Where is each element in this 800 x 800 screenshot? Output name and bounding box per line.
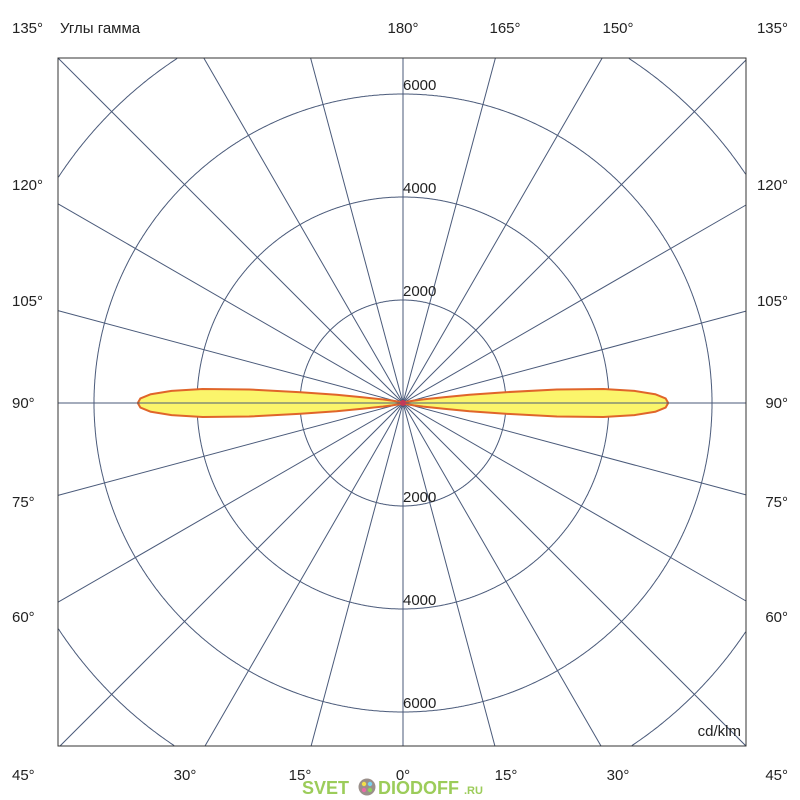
plot-frame (57, 57, 747, 747)
watermark-text-1: SVET (302, 778, 349, 798)
ring-label-bottom-2000: 2000 (403, 489, 436, 506)
watermark-text-2: DIODOFF (378, 778, 459, 798)
angle-label-bottom-0: 0° (396, 767, 410, 784)
chart-title: Углы гамма (60, 20, 141, 37)
angle-label-150: 150° (602, 20, 633, 37)
ring-label-top-6000: 6000 (403, 77, 436, 94)
angle-label-top-right: 135° (757, 20, 788, 37)
ring-label-top-2000: 2000 (403, 283, 436, 300)
ring-label-top-4000: 4000 (403, 180, 436, 197)
angle-label-left: 90° (12, 395, 35, 412)
angle-label-bottom-45-left: 45° (12, 767, 35, 784)
logo-ball-icon (358, 778, 376, 796)
side-angle-labels: 120° 120° 105° 105° 90° 90° 75° 75° 60° 60° (12, 177, 788, 626)
unit-label: cd/klm (698, 723, 741, 740)
angle-label-left: 60° (12, 609, 35, 626)
angle-label-right: 60° (765, 609, 788, 626)
angle-label-left: 75° (12, 494, 35, 511)
ring-label-bottom-6000: 6000 (403, 695, 436, 712)
angle-label-bottom-45-right: 45° (765, 767, 788, 784)
center-point (400, 400, 406, 406)
angle-label-bottom-30-left: 30° (174, 767, 197, 784)
angle-label-right: 120° (757, 177, 788, 194)
angle-label-180: 180° (387, 20, 418, 37)
angle-label-right: 75° (765, 494, 788, 511)
angle-label-bottom-15-right: 15° (495, 767, 518, 784)
angle-label-right: 105° (757, 293, 788, 310)
ring-label-bottom-4000: 4000 (403, 592, 436, 609)
angle-label-left: 105° (12, 293, 43, 310)
angle-label-165: 165° (489, 20, 520, 37)
watermark-logo: SVET DIODOFF .RU (302, 778, 483, 798)
angle-label-bottom-15-left: 15° (289, 767, 312, 784)
angle-label-right: 90° (765, 395, 788, 412)
intensity-curve (58, 388, 746, 418)
angle-label-top-left: 135° (12, 20, 43, 37)
angle-label-left: 120° (12, 177, 43, 194)
angle-label-bottom-30-right: 30° (607, 767, 630, 784)
watermark-suffix: .RU (464, 785, 483, 797)
